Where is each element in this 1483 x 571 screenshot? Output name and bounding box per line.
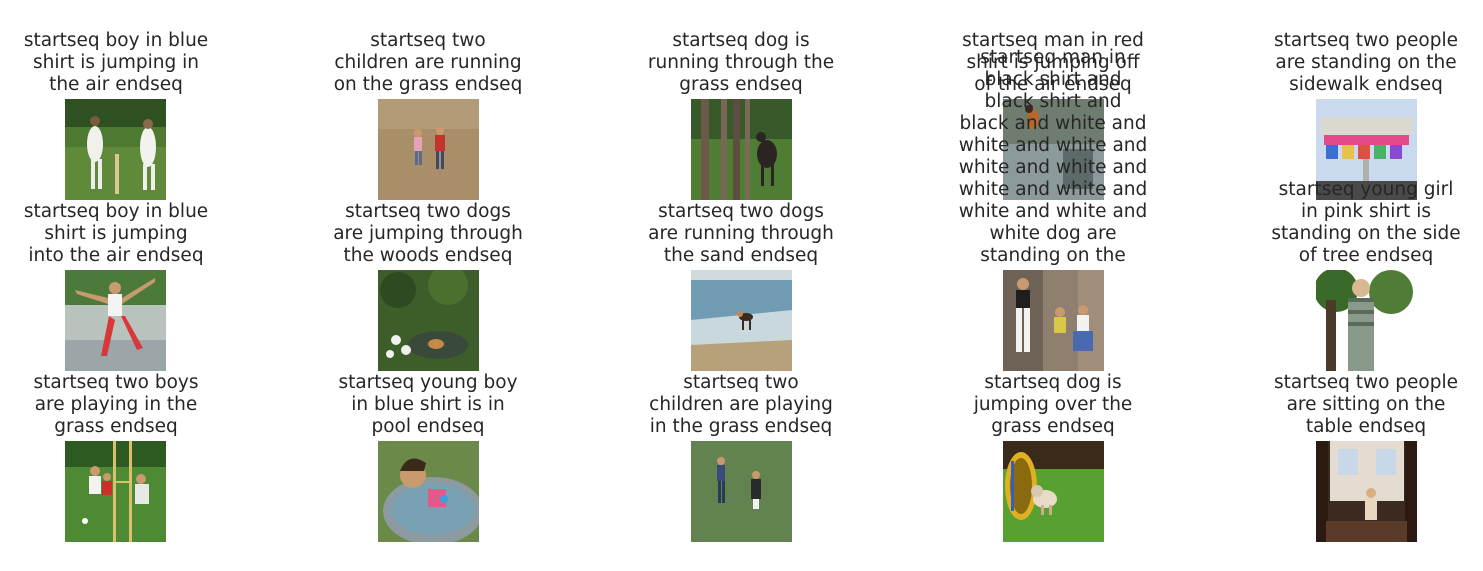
boy-in-fountain-photo xyxy=(65,270,166,371)
person-by-tree-photo xyxy=(1316,270,1417,371)
dog-agility-photo xyxy=(1003,441,1104,542)
room-interior-photo xyxy=(1316,441,1417,542)
caption-2-2: startseq two dogs are jumping through th… xyxy=(333,201,523,266)
people-on-grass-photo xyxy=(691,441,792,542)
cricket-players-photo xyxy=(65,99,166,200)
amusement-ride-photo xyxy=(1316,99,1417,200)
caption-1-1: startseq boy in blue shirt is jumping in… xyxy=(23,30,209,95)
caption-3-4: startseq dog is jumping over the grass e… xyxy=(973,372,1133,437)
caption-3-1: startseq two boys are playing in the gra… xyxy=(33,372,199,437)
caption-1-3: startseq dog is running through the gras… xyxy=(647,30,835,95)
child-in-tub-photo xyxy=(378,441,479,542)
dog-in-creek-photo xyxy=(378,270,479,371)
caption-2-3: startseq two dogs are running through th… xyxy=(648,201,834,266)
caption-3-3: startseq two children are playing in the… xyxy=(649,372,833,437)
caption-1-5: startseq two people are standing on the … xyxy=(1273,30,1459,95)
boys-soccer-photo xyxy=(65,441,166,542)
caption-3-5: startseq two people are sitting on the t… xyxy=(1273,372,1459,437)
caption-2-4: startseq man in black shirt and black sh… xyxy=(958,47,1148,266)
dog-on-beach-photo xyxy=(691,270,792,371)
caption-2-5: startseq young girl in pink shirt is sta… xyxy=(1271,179,1461,266)
dog-jumping-photo xyxy=(1003,99,1104,200)
children-on-field-photo xyxy=(378,99,479,200)
people-sitting-photo xyxy=(1003,270,1104,371)
caption-3-2: startseq young boy in blue shirt is in p… xyxy=(338,372,518,437)
caption-2-1: startseq boy in blue shirt is jumping in… xyxy=(23,201,209,266)
caption-1-2: startseq two children are running on the… xyxy=(333,30,523,95)
dog-in-woods-photo xyxy=(691,99,792,200)
caption-1-4: startseq man in red shirt is jumping off… xyxy=(962,30,1144,95)
